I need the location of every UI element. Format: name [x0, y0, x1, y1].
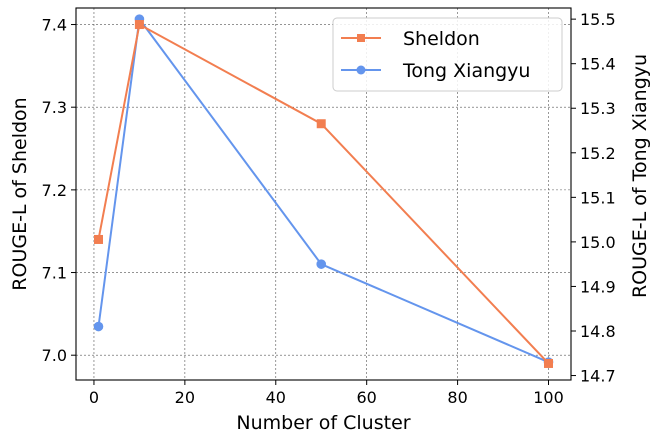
- x-tick-label: 0: [89, 388, 99, 407]
- left-y-tick-label: 7.3: [42, 98, 67, 117]
- left-y-tick-label: 7.4: [42, 16, 67, 35]
- right-y-tick-label: 14.9: [580, 277, 616, 296]
- x-tick-label: 80: [447, 388, 467, 407]
- data-point-sheldon: [316, 119, 326, 129]
- right-y-tick-label: 15.1: [580, 188, 616, 207]
- data-point-sheldon: [544, 358, 553, 368]
- right-y-tick-label: 15.2: [580, 144, 616, 163]
- left-y-tick-label: 7.0: [42, 346, 67, 365]
- data-point-sheldon: [134, 20, 144, 30]
- series-line-tong-xiangyu: [97, 16, 549, 364]
- left-y-axis-label: ROUGE-L of Sheldon: [9, 97, 31, 290]
- x-tick-label: 60: [357, 388, 377, 407]
- x-axis-label: Number of Cluster: [236, 412, 410, 434]
- left-y-tick-label: 7.2: [42, 181, 67, 200]
- series-layer: [93, 14, 554, 368]
- legend-marker-tong-xiangyu: [356, 65, 366, 75]
- data-point-tong-xiangyu: [316, 259, 327, 269]
- right-y-tick-label: 14.7: [580, 367, 616, 386]
- legend-marker-sheldon: [357, 34, 365, 42]
- right-y-tick-label: 14.8: [580, 322, 616, 341]
- right-y-axis-label: ROUGE-L of Tong Xiangyu: [629, 54, 651, 298]
- data-point-sheldon: [94, 234, 103, 244]
- right-y-tick-label: 15.0: [580, 233, 616, 252]
- left-y-tick-label: 7.1: [42, 264, 67, 283]
- x-tick-label: 40: [266, 388, 286, 407]
- right-y-tick-label: 15.5: [580, 10, 616, 29]
- legend-label-tong-xiangyu: Tong Xiangyu: [402, 60, 530, 82]
- legend: Sheldon Tong Xiangyu: [332, 17, 563, 92]
- x-tick-label: 20: [175, 388, 195, 407]
- right-y-tick-label: 15.3: [580, 99, 616, 118]
- series-line-sheldon: [97, 22, 550, 365]
- x-tick-label: 100: [533, 388, 564, 407]
- plot-frame: [75, 7, 572, 381]
- data-point-tong-xiangyu: [93, 321, 104, 332]
- right-y-tick-label: 15.4: [580, 55, 616, 74]
- legend-label-sheldon: Sheldon: [403, 28, 480, 50]
- ticks: 0 20 40 60 80 100 7.0 7.1 7.2 7.3 7.4 14.7 14.8 14.9 1…: [42, 10, 616, 407]
- legend-box: [332, 17, 563, 92]
